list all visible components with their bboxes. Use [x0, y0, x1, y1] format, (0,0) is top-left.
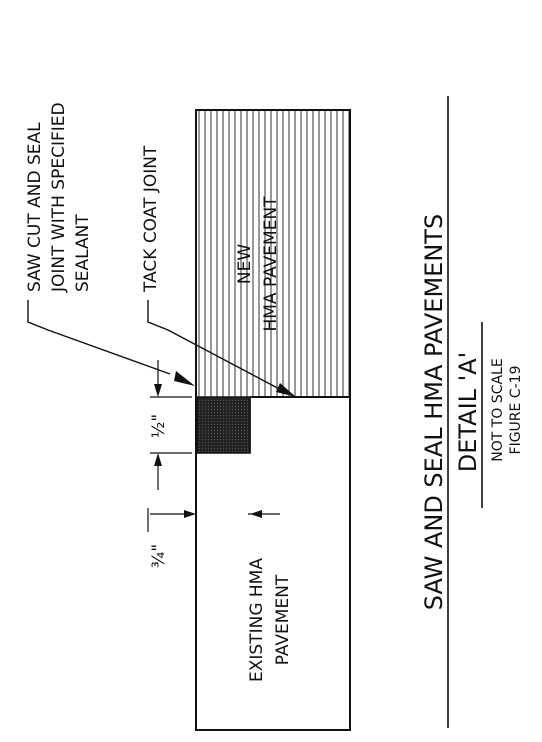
dim-3q-arrowhead-left: [184, 510, 196, 518]
saw-cut-arrowhead: [174, 371, 195, 386]
dim-three-quarter-label: ¾": [149, 544, 169, 568]
tack-coat-label: TACK COAT JOINT: [141, 145, 161, 293]
title-main: SAW AND SEAL HMA PAVEMENTS: [420, 214, 448, 610]
figure-number: FIGURE C-19: [508, 366, 524, 455]
tack-coat-arrowhead: [276, 383, 296, 397]
pavement-outline: [195, 109, 351, 731]
title-detail: DETAIL 'A': [454, 352, 482, 473]
dim-3q-arrowhead-right: [250, 510, 262, 518]
saw-cut-leader: [27, 300, 171, 375]
dim-half-arrowhead-top: [154, 384, 162, 397]
saw-cut-label-3: SEALANT: [73, 214, 93, 292]
dim-half-label: ½": [149, 414, 169, 438]
tack-coat-leader: [147, 300, 286, 393]
new-hma-pavement: [197, 111, 349, 397]
saw-cut-label-2: JOINT WITH SPECIFIED: [49, 102, 69, 293]
existing-pavement-label-2: PAVEMENT: [273, 574, 293, 665]
sealant-joint: [196, 396, 251, 454]
saw-cut-label-1: SAW CUT AND SEAL: [25, 122, 45, 292]
dim-half-arrowhead-bottom: [154, 453, 162, 466]
scale-note: NOT TO SCALE: [490, 358, 506, 461]
existing-pavement-label-1: EXISTING HMA: [247, 558, 267, 682]
new-pavement-label-1: NEW: [235, 244, 255, 284]
new-pavement-label-2: HMA PAVEMENT: [261, 196, 281, 332]
